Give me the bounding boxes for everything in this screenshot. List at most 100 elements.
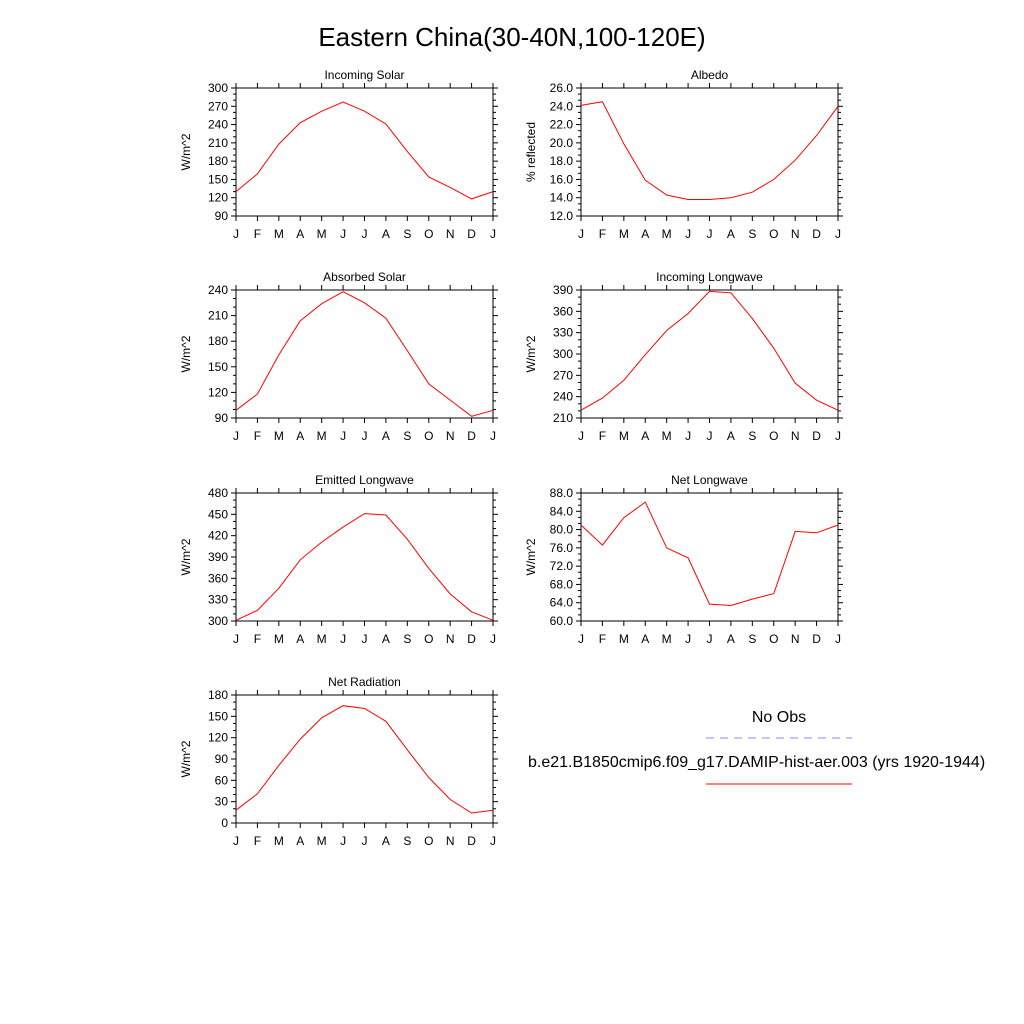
x-tick-label: A (296, 834, 304, 848)
panel-title: Net Radiation (328, 675, 401, 689)
y-axis-label: W/m^2 (179, 538, 193, 575)
x-tick-label: F (599, 227, 606, 241)
y-tick-label: 120 (208, 191, 228, 205)
y-axis-label: % reflected (524, 122, 538, 182)
y-tick-label: 90 (215, 411, 229, 425)
x-tick-label: M (317, 227, 327, 241)
x-tick-label: D (467, 632, 476, 646)
x-tick-label: M (274, 429, 284, 443)
y-tick-label: 12.0 (550, 209, 574, 223)
x-tick-label: J (578, 227, 584, 241)
x-tick-label: M (274, 834, 284, 848)
y-tick-label: 210 (208, 309, 228, 323)
x-tick-label: J (490, 227, 496, 241)
x-tick-label: M (317, 429, 327, 443)
x-tick-label: J (362, 227, 368, 241)
x-tick-label: A (382, 834, 390, 848)
x-tick-label: J (685, 429, 691, 443)
series-line (235, 513, 494, 621)
x-tick-label: S (403, 632, 411, 646)
y-tick-label: 180 (208, 334, 228, 348)
series-line (580, 101, 839, 200)
x-tick-label: J (490, 834, 496, 848)
x-tick-label: A (382, 227, 390, 241)
x-tick-label: A (296, 429, 304, 443)
figure-title: Eastern China(30-40N,100-120E) (318, 22, 705, 52)
x-tick-label: M (619, 632, 629, 646)
y-tick-label: 72.0 (550, 559, 574, 573)
x-tick-label: N (446, 227, 455, 241)
x-tick-label: A (296, 632, 304, 646)
plot-frame (580, 289, 839, 419)
x-tick-label: O (769, 429, 778, 443)
y-tick-label: 60.0 (550, 614, 574, 628)
y-tick-label: 16.0 (550, 172, 574, 186)
y-axis-label: W/m^2 (179, 133, 193, 170)
x-tick-label: J (835, 429, 841, 443)
x-tick-label: A (382, 632, 390, 646)
panel-title: Net Longwave (671, 473, 748, 487)
x-tick-label: S (748, 227, 756, 241)
x-tick-label: O (424, 834, 433, 848)
x-tick-label: S (748, 429, 756, 443)
y-tick-label: 330 (553, 326, 573, 340)
legend: No Obs b.e21.B1850cmip6.f09_g17.DAMIP-hi… (528, 709, 985, 785)
x-tick-label: J (490, 429, 496, 443)
y-tick-label: 240 (208, 118, 228, 132)
y-axis-label: W/m^2 (179, 335, 193, 372)
y-tick-label: 300 (208, 81, 228, 95)
x-tick-label: J (362, 834, 368, 848)
x-tick-label: N (446, 834, 455, 848)
y-tick-label: 150 (208, 360, 228, 374)
y-axis-label: W/m^2 (524, 538, 538, 575)
x-tick-label: F (254, 632, 261, 646)
plot-frame (235, 289, 494, 419)
x-tick-label: J (685, 227, 691, 241)
y-tick-label: 210 (208, 136, 228, 150)
panel-title: Incoming Longwave (656, 270, 763, 284)
y-tick-label: 90 (215, 209, 229, 223)
x-tick-label: J (362, 429, 368, 443)
y-tick-label: 240 (208, 283, 228, 297)
x-tick-label: N (446, 429, 455, 443)
x-tick-label: J (233, 834, 239, 848)
x-tick-label: M (662, 227, 672, 241)
panel-title: Albedo (691, 68, 729, 82)
x-tick-label: F (254, 429, 261, 443)
plot-frame (235, 87, 494, 217)
x-tick-label: S (403, 227, 411, 241)
panel-5: Net Longwave 60.0 64.0 68.0 72.0 76.0 80.0 84.0… (524, 473, 843, 646)
y-tick-label: 270 (208, 99, 228, 113)
x-tick-label: J (233, 429, 239, 443)
x-tick-label: J (685, 632, 691, 646)
x-tick-label: J (835, 632, 841, 646)
y-tick-label: 14.0 (550, 191, 574, 205)
y-tick-label: 420 (208, 529, 228, 543)
panel-title: Incoming Solar (324, 68, 404, 82)
plot-frame (235, 492, 494, 622)
x-tick-label: J (340, 632, 346, 646)
series-line (235, 705, 494, 814)
y-axis-label: W/m^2 (179, 740, 193, 777)
x-tick-label: M (274, 632, 284, 646)
y-tick-label: 120 (208, 385, 228, 399)
y-tick-label: 210 (553, 411, 573, 425)
x-tick-label: J (340, 227, 346, 241)
x-tick-label: S (403, 834, 411, 848)
x-tick-label: J (707, 429, 713, 443)
x-tick-label: O (424, 632, 433, 646)
x-tick-label: O (769, 227, 778, 241)
y-tick-label: 0 (221, 816, 228, 830)
plot-frame (580, 492, 839, 622)
series-line (235, 101, 494, 200)
x-tick-label: D (812, 632, 821, 646)
x-tick-label: S (748, 632, 756, 646)
x-tick-label: M (274, 227, 284, 241)
panel-3: Incoming Longwave 210 240 270 300 330 360 390 J F… (524, 270, 843, 443)
y-tick-label: 20.0 (550, 136, 574, 150)
